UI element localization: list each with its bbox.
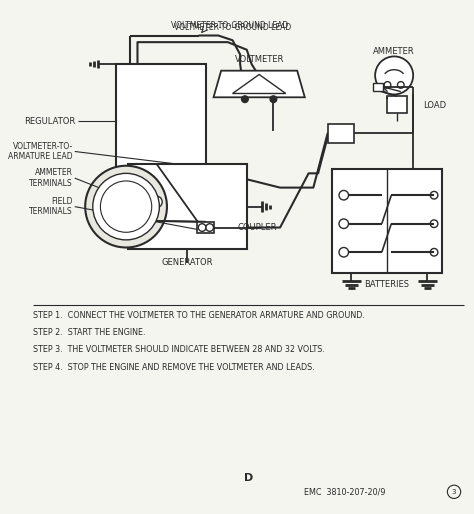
Circle shape xyxy=(85,166,167,248)
Bar xyxy=(116,64,206,183)
Circle shape xyxy=(242,96,248,102)
Text: STEP 2.  START THE ENGINE.: STEP 2. START THE ENGINE. xyxy=(33,328,146,337)
Text: FIELD
TERMINALS: FIELD TERMINALS xyxy=(29,197,73,216)
Text: D: D xyxy=(244,473,253,484)
Circle shape xyxy=(93,173,159,240)
Circle shape xyxy=(198,224,206,231)
Text: GENERATOR: GENERATOR xyxy=(162,258,213,267)
Bar xyxy=(128,164,247,249)
Bar xyxy=(328,124,354,143)
Bar xyxy=(386,96,408,114)
Text: LOAD: LOAD xyxy=(423,101,446,111)
Text: REGULATOR: REGULATOR xyxy=(25,117,76,125)
Text: VOLTMETER-TO-
ARMATURE LEAD: VOLTMETER-TO- ARMATURE LEAD xyxy=(8,142,73,161)
Text: STEP 1.  CONNECT THE VOLTMETER TO THE GENERATOR ARMATURE AND GROUND.: STEP 1. CONNECT THE VOLTMETER TO THE GEN… xyxy=(33,311,365,320)
Text: 3: 3 xyxy=(452,489,456,495)
Text: VOLTMETER-TO-GROUND LEAD: VOLTMETER-TO-GROUND LEAD xyxy=(174,24,291,32)
Text: AMMETER: AMMETER xyxy=(374,47,415,56)
Bar xyxy=(373,83,383,90)
Text: COUPLER: COUPLER xyxy=(237,223,277,232)
Text: STEP 3.  THE VOLTMETER SHOULD INDICATE BETWEEN 28 AND 32 VOLTS.: STEP 3. THE VOLTMETER SHOULD INDICATE BE… xyxy=(33,345,325,355)
Bar xyxy=(197,222,214,233)
Text: AMMETER
TERMINALS: AMMETER TERMINALS xyxy=(29,169,73,188)
Circle shape xyxy=(206,224,213,231)
Text: EMC  3810-207-20/9: EMC 3810-207-20/9 xyxy=(304,487,385,497)
Text: VOLTMETER-TO-GROUND LEAD: VOLTMETER-TO-GROUND LEAD xyxy=(171,22,288,30)
Circle shape xyxy=(270,96,277,102)
Polygon shape xyxy=(213,71,305,97)
Text: STEP 4.  STOP THE ENGINE AND REMOVE THE VOLTMETER AND LEADS.: STEP 4. STOP THE ENGINE AND REMOVE THE V… xyxy=(33,362,315,372)
Bar xyxy=(332,169,442,273)
Bar xyxy=(142,183,171,221)
Circle shape xyxy=(375,57,413,95)
Text: BATTERIES: BATTERIES xyxy=(365,280,410,289)
Text: VOLTMETER: VOLTMETER xyxy=(235,55,284,64)
Circle shape xyxy=(151,196,162,208)
Polygon shape xyxy=(233,75,286,94)
